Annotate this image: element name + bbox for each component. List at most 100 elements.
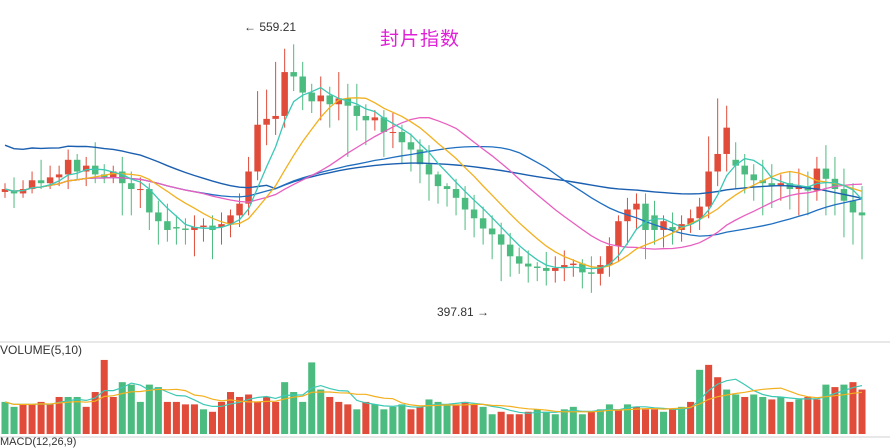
volume-bar <box>254 401 262 434</box>
volume-indicator-label: VOLUME(5,10) <box>0 343 83 357</box>
volume-bar <box>632 406 640 434</box>
candle-body <box>615 221 622 247</box>
candle-body <box>317 95 324 102</box>
volume-bar <box>290 392 298 434</box>
volume-bar <box>154 387 162 434</box>
candle-body <box>497 234 505 245</box>
volume-bar <box>109 396 117 434</box>
volume-bar <box>362 401 370 434</box>
volume-bar <box>172 401 180 434</box>
candle-body <box>425 164 433 175</box>
volume-bar <box>452 404 460 434</box>
volume-bar <box>91 392 99 434</box>
candle-body <box>858 212 866 216</box>
volume-bar <box>281 382 289 434</box>
volume-bar <box>678 406 686 434</box>
volume-bar <box>326 396 334 434</box>
volume-bar <box>37 401 45 434</box>
candle-body <box>371 117 379 121</box>
candle-body <box>416 149 424 165</box>
candle-body <box>470 209 478 219</box>
volume-bar <box>696 369 704 434</box>
candle-body <box>10 190 18 194</box>
candle-body <box>281 72 288 116</box>
volume-bar <box>371 404 379 434</box>
candle-body <box>687 218 694 225</box>
candle-body <box>146 189 153 213</box>
volume-bar <box>28 404 36 434</box>
candle-body <box>479 218 487 229</box>
volume-bar <box>46 404 54 434</box>
ma10-line <box>4 97 863 269</box>
volume-bar <box>1 401 9 434</box>
candle-body <box>741 165 748 175</box>
candle-body <box>768 183 776 187</box>
candle-body <box>335 98 343 105</box>
candle-body <box>660 221 667 230</box>
volume-bar <box>317 389 325 434</box>
candle-body <box>344 98 352 106</box>
volume-bar <box>217 401 226 434</box>
volume-bar <box>272 401 280 434</box>
candle-body <box>606 246 613 266</box>
candle-body <box>182 228 189 230</box>
volume-bar <box>118 382 126 434</box>
candle-body <box>380 117 388 133</box>
volume-bar <box>804 396 812 434</box>
volume-bar <box>208 411 217 434</box>
volume-bar <box>407 409 415 434</box>
volume-ma10-line <box>4 387 863 413</box>
candle-body <box>849 200 857 213</box>
volume-bar <box>245 394 253 434</box>
volume-bar <box>840 384 848 434</box>
candle-body <box>236 203 243 216</box>
high-price-annotation: ← 559.21 <box>244 20 297 34</box>
candle-body <box>543 267 550 271</box>
volume-bar <box>488 414 496 434</box>
candle-body <box>263 118 270 125</box>
volume-bar <box>822 384 830 434</box>
candle-body <box>822 168 830 179</box>
candle-body <box>91 165 99 175</box>
volume-bar <box>398 404 406 434</box>
volume-bar <box>308 362 316 434</box>
volume-bar <box>299 401 307 434</box>
candle-body <box>82 165 90 172</box>
volume-bar <box>263 396 271 434</box>
volume-bar <box>479 406 487 434</box>
volume-bar <box>623 404 631 434</box>
ma5-line <box>4 86 863 270</box>
candle-body <box>813 168 821 191</box>
volume-bar <box>858 389 866 434</box>
volume-bar <box>777 396 785 434</box>
low-price-annotation: 397.81 → <box>437 305 490 319</box>
candle-body <box>461 197 469 210</box>
volume-bar <box>127 384 135 434</box>
volume-bar <box>506 414 514 434</box>
candle-body <box>362 115 370 121</box>
candle-body <box>37 180 45 184</box>
candle-body <box>28 180 36 190</box>
candle-body <box>759 180 767 184</box>
candle-body <box>750 174 757 181</box>
volume-bar <box>650 409 659 434</box>
volume-bar <box>542 411 550 434</box>
candle-body <box>173 227 180 229</box>
candle-body <box>254 124 261 172</box>
volume-bar <box>136 401 144 434</box>
volume-bar <box>660 411 668 434</box>
candle-body <box>552 267 559 271</box>
candle-body <box>777 183 785 187</box>
volume-bar <box>795 399 803 434</box>
candle-body <box>353 105 361 116</box>
volume-bar <box>551 414 559 434</box>
candle-body <box>164 221 171 230</box>
candle-body <box>1 189 9 192</box>
ma20-line <box>4 116 863 250</box>
candle-body <box>155 212 162 222</box>
candle-body <box>137 189 144 191</box>
volume-bar <box>831 387 839 434</box>
volume-bar <box>181 404 189 434</box>
volume-bar <box>732 394 740 434</box>
